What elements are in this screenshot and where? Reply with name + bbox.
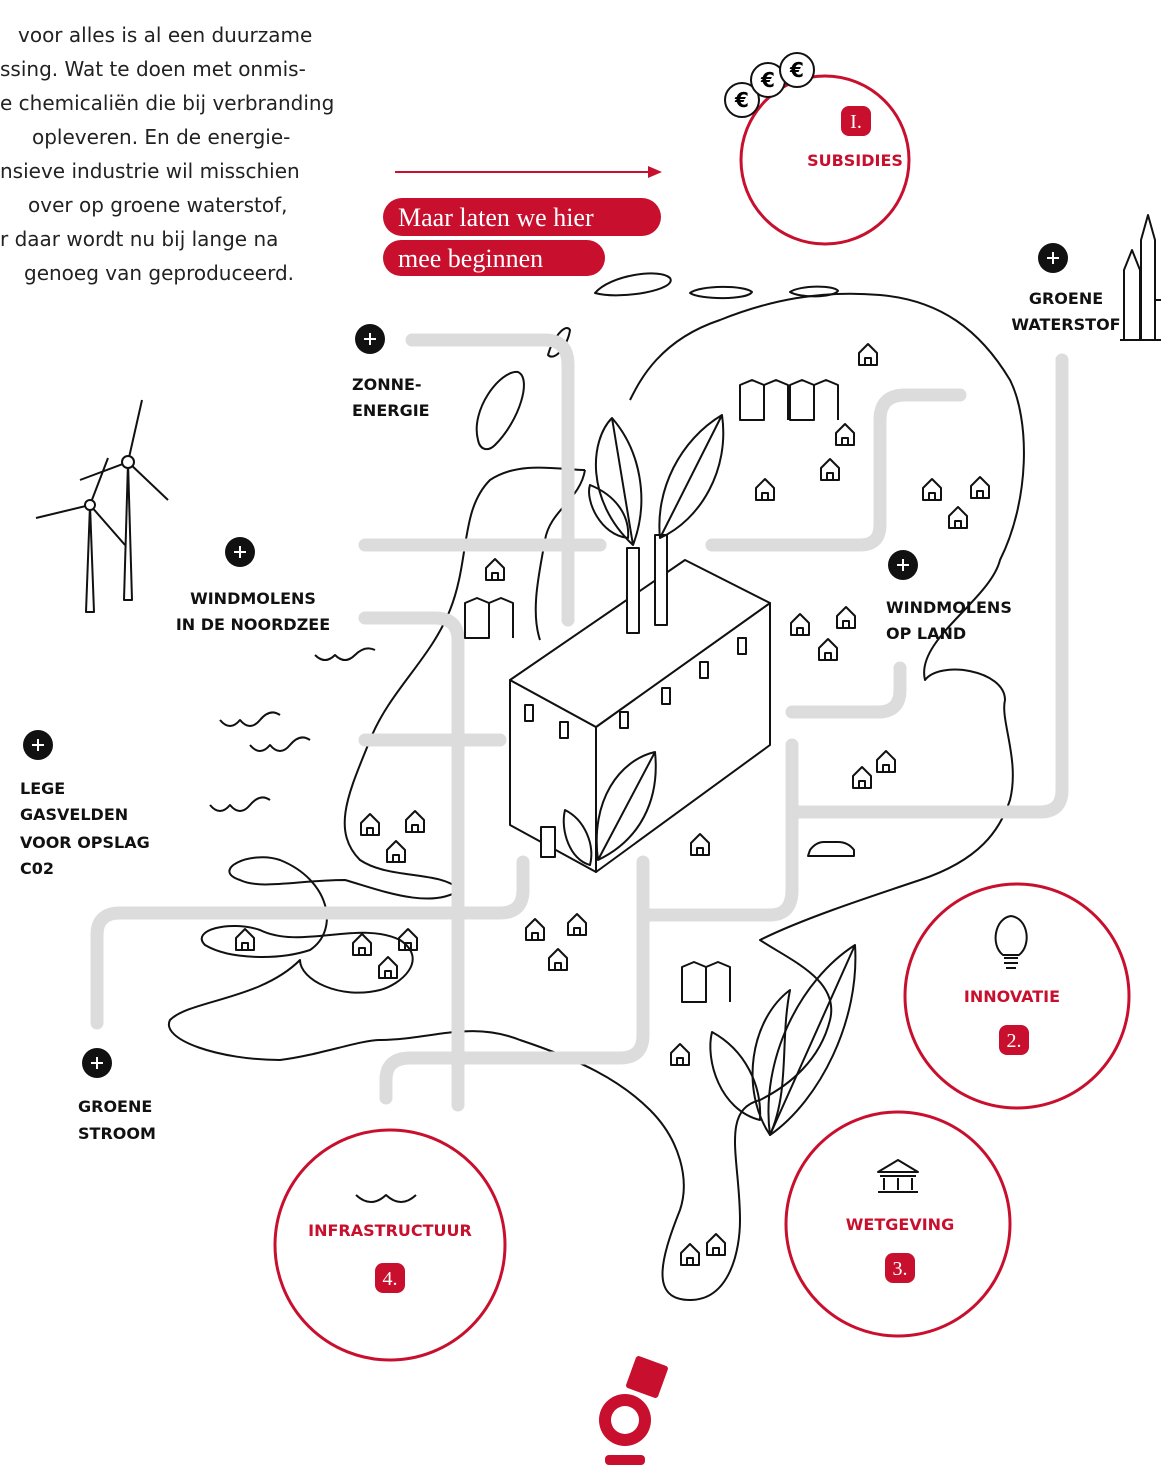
house bbox=[526, 919, 544, 940]
house bbox=[691, 834, 709, 855]
house bbox=[837, 607, 855, 628]
house bbox=[791, 614, 809, 635]
source-label: LEGE bbox=[20, 779, 65, 798]
house bbox=[406, 811, 424, 832]
intro-line: over op groene waterstof, bbox=[28, 193, 287, 217]
windmills bbox=[36, 400, 168, 612]
house bbox=[671, 1044, 689, 1065]
step-ring bbox=[275, 1130, 505, 1360]
house bbox=[756, 479, 774, 500]
house bbox=[549, 949, 567, 970]
house bbox=[877, 751, 895, 772]
step-wetgeving: WETGEVING 3. bbox=[786, 1112, 1010, 1336]
car bbox=[808, 842, 854, 856]
euro: € bbox=[789, 58, 804, 82]
waves bbox=[210, 648, 375, 811]
source-label: IN DE NOORDZEE bbox=[176, 615, 330, 634]
house bbox=[236, 929, 254, 950]
source-label: VOOR OPSLAG bbox=[20, 833, 150, 852]
source-label: ZONNE- bbox=[352, 375, 422, 394]
intro-line: opleveren. En de energie- bbox=[32, 125, 290, 149]
apartment bbox=[790, 380, 838, 420]
house bbox=[707, 1234, 725, 1255]
house bbox=[387, 841, 405, 862]
apartment bbox=[465, 598, 513, 638]
callout-text: Maar laten we hier bbox=[398, 203, 594, 232]
house bbox=[836, 424, 854, 445]
euro: € bbox=[760, 68, 775, 92]
intro-line: e chemicaliën die bij verbranding bbox=[0, 91, 334, 115]
step-number: 4. bbox=[383, 1268, 398, 1290]
source-label: ENERGIE bbox=[352, 401, 430, 420]
house bbox=[353, 934, 371, 955]
source-label: WATERSTOF bbox=[1011, 315, 1120, 334]
coast bbox=[536, 470, 585, 640]
source-label: WINDMOLENS bbox=[886, 598, 1012, 617]
step-number: 3. bbox=[893, 1258, 908, 1280]
house bbox=[923, 479, 941, 500]
apartment bbox=[682, 962, 730, 1002]
intro-line: r daar wordt nu bij lange na bbox=[0, 227, 278, 251]
house bbox=[949, 507, 967, 528]
step-label: INNOVATIE bbox=[964, 987, 1060, 1006]
source-label: WINDMOLENS bbox=[190, 589, 316, 608]
factory bbox=[510, 535, 770, 872]
house bbox=[681, 1244, 699, 1265]
house bbox=[379, 957, 397, 978]
source-label: STROOM bbox=[78, 1124, 156, 1143]
source-label: GASVELDEN bbox=[20, 805, 128, 824]
house bbox=[486, 559, 504, 580]
apartment bbox=[740, 380, 788, 420]
step-label: SUBSIDIES bbox=[807, 151, 903, 170]
house bbox=[361, 814, 379, 835]
callout-text: mee beginnen bbox=[398, 244, 543, 273]
skyline bbox=[1120, 215, 1161, 340]
source-label: GROENE bbox=[78, 1097, 152, 1116]
euro: € bbox=[734, 88, 749, 112]
house bbox=[971, 477, 989, 498]
house bbox=[568, 914, 586, 935]
intro-line: ssing. Wat te doen met onmis- bbox=[0, 57, 306, 81]
step-subsidies: € € € I. SUBSIDIES bbox=[725, 53, 909, 244]
house bbox=[859, 344, 877, 365]
step-label: WETGEVING bbox=[846, 1215, 954, 1234]
step-number: I. bbox=[850, 111, 862, 133]
step-label: INFRASTRUCTUUR bbox=[308, 1221, 472, 1240]
intro-line: genoeg van geproduceerd. bbox=[24, 261, 294, 285]
source-label: OP LAND bbox=[886, 624, 966, 643]
intro-text: voor alles is al een duurzame ssing. Wat… bbox=[0, 23, 334, 285]
house bbox=[819, 639, 837, 660]
intro-line: voor alles is al een duurzame bbox=[18, 23, 312, 47]
step-infrastructuur: INFRASTRUCTUUR 4. bbox=[275, 1130, 505, 1360]
house bbox=[853, 767, 871, 788]
arrow-head bbox=[648, 166, 662, 178]
source-label: GROENE bbox=[1029, 289, 1103, 308]
puzzle-logo bbox=[599, 1355, 669, 1465]
house bbox=[821, 459, 839, 480]
source-label: C02 bbox=[20, 859, 54, 878]
step-innovatie: INNOVATIE 2. bbox=[905, 884, 1129, 1108]
infographic: voor alles is al een duurzame ssing. Wat… bbox=[0, 0, 1161, 1470]
step-number: 2. bbox=[1007, 1030, 1022, 1052]
intro-line: nsieve industrie wil misschien bbox=[0, 159, 300, 183]
